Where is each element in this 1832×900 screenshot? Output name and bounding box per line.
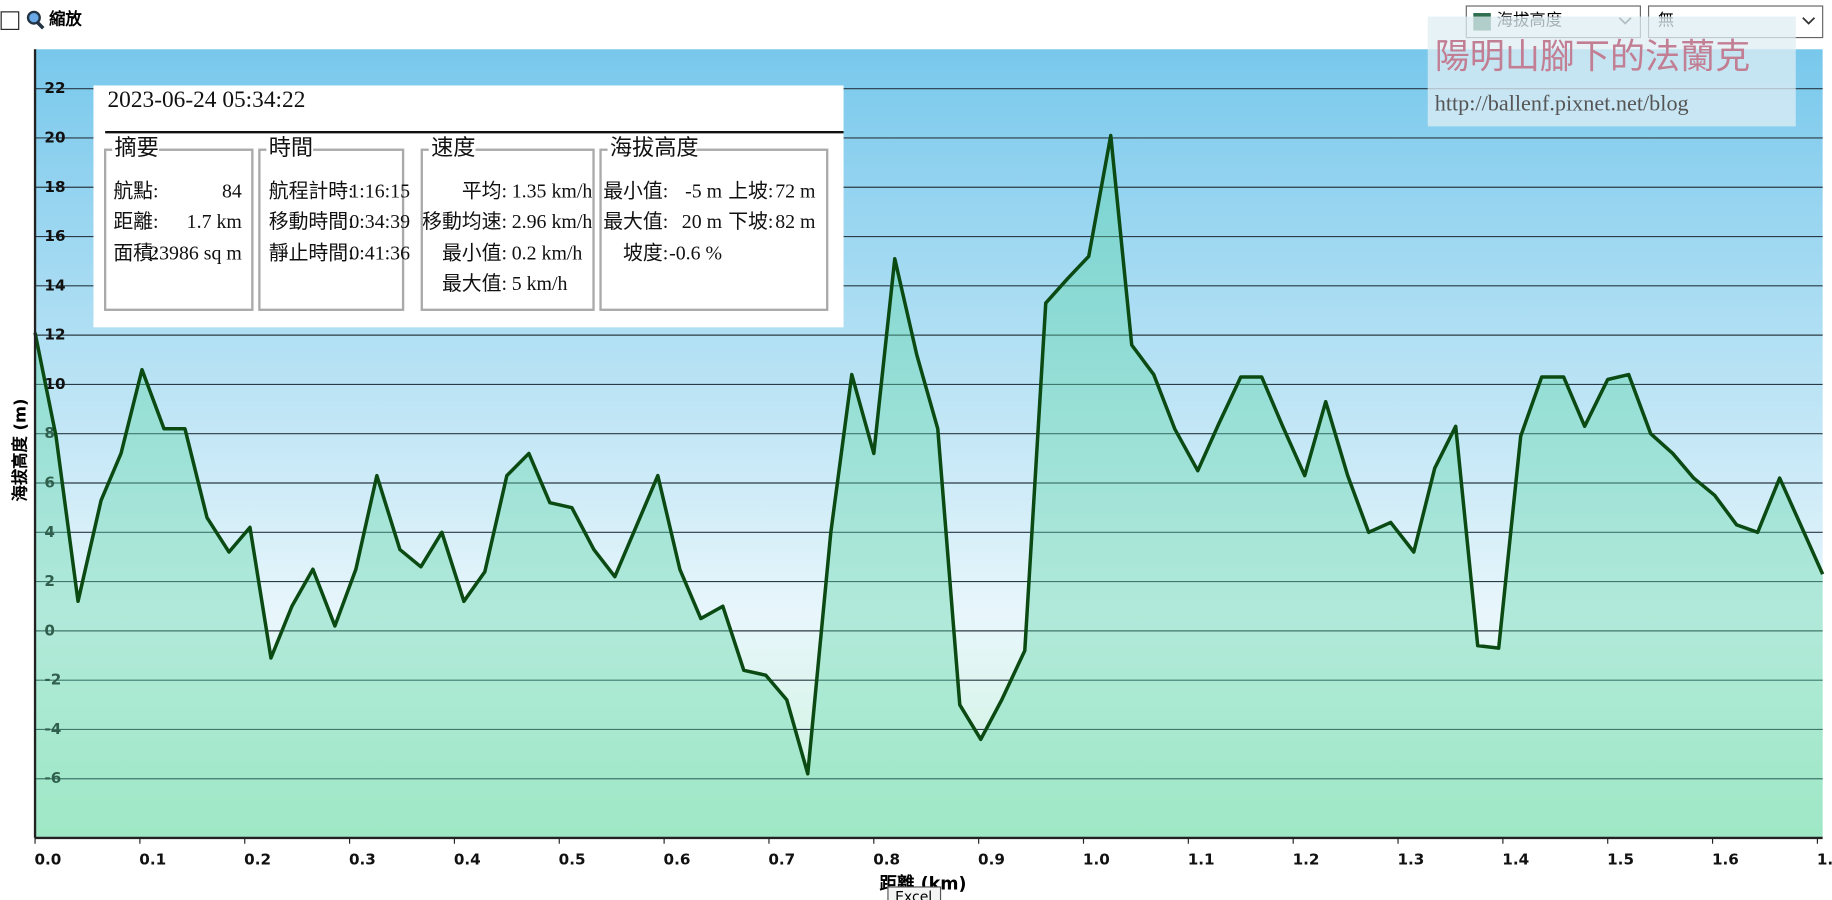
y-tick-label: 20	[44, 128, 65, 146]
y-axis-label: 海拔高度 (m)	[11, 398, 30, 501]
area-fill	[35, 135, 1823, 838]
zoom-icon	[26, 10, 45, 30]
y-tick-label: 12	[44, 326, 65, 344]
stat-value: -5 m	[685, 181, 723, 203]
y-tick-label: 2	[44, 572, 55, 590]
section-title-bg	[428, 138, 476, 162]
stat-value: 0:41:36	[349, 242, 410, 264]
x-tick-label: 1.6	[1712, 851, 1739, 869]
stat-value: 1.35 km/h	[512, 181, 593, 203]
stat-label: 最大值:	[603, 211, 668, 233]
x-tick-label: 0.9	[978, 851, 1005, 869]
stat-label: 距離:	[113, 211, 158, 233]
stat-value: 5 km/h	[512, 273, 568, 295]
stat-label: 面積:	[113, 242, 158, 264]
section-title-bg	[112, 138, 159, 162]
stat-label: 上坡:	[728, 181, 773, 203]
stat-value: 1.7 km	[187, 211, 243, 233]
stat-label: 移動時間:	[269, 211, 354, 233]
watermark-title: 陽明山腳下的法蘭克	[1435, 37, 1750, 78]
y-tick-label: 4	[44, 523, 55, 541]
x-tick-label: 0.1	[139, 851, 166, 869]
stat-label: 平均:	[462, 181, 507, 203]
y-tick-label: -2	[44, 671, 61, 689]
zoom-label[interactable]: 縮放	[49, 10, 82, 29]
timestamp: 2023-06-24 05:34:22	[107, 87, 305, 113]
x-tick-label: 1.7	[1817, 851, 1832, 869]
x-tick-label: 0.8	[873, 851, 900, 869]
stat-value: 20 m	[682, 211, 723, 233]
section-title: 時間	[269, 135, 313, 160]
x-tick-label: 1.0	[1083, 851, 1110, 869]
stat-value: 0.2 km/h	[512, 242, 583, 264]
x-tick-label: 0.4	[454, 851, 481, 869]
excel-button[interactable]	[887, 886, 942, 900]
watermark-url: http://ballenf.pixnet.net/blog	[1435, 90, 1689, 115]
stat-label: 航點:	[113, 181, 158, 203]
y-tick-label: 10	[44, 375, 65, 393]
stat-value: -0.6 %	[669, 242, 722, 264]
y-tick-label: 18	[44, 178, 65, 196]
y-tick-label: 6	[44, 474, 55, 492]
section-title-bg	[266, 138, 314, 162]
stat-value: 2.96 km/h	[512, 211, 593, 233]
stat-value: 82 m	[775, 211, 816, 233]
x-tick-label: 1.3	[1397, 851, 1424, 869]
x-tick-label: 1.2	[1293, 851, 1320, 869]
y-tick-label: 16	[44, 227, 65, 245]
stat-value: 1:16:15	[349, 181, 410, 203]
x-tick-label: 0.0	[34, 851, 61, 869]
stat-label: 最小值:	[442, 242, 507, 264]
stat-value: 0:34:39	[349, 211, 410, 233]
x-tick-label: 1.1	[1188, 851, 1215, 869]
x-tick-label: 1.5	[1607, 851, 1634, 869]
x-tick-label: 0.2	[244, 851, 271, 869]
x-tick-label: 0.5	[559, 851, 586, 869]
section-title: 速度	[431, 135, 475, 160]
y-tick-label: 22	[44, 79, 65, 97]
x-tick-label: 1.4	[1502, 851, 1529, 869]
x-tick-label: 0.6	[664, 851, 691, 869]
zoom-checkbox[interactable]	[0, 11, 20, 30]
stat-label: 最大值:	[442, 273, 507, 295]
x-tick-label: 0.3	[349, 851, 376, 869]
dropdown-arrow[interactable]	[1802, 17, 1816, 25]
section-box	[103, 148, 254, 311]
stat-label: 下坡:	[728, 211, 773, 233]
y-tick-label: 0	[44, 621, 55, 639]
y-tick-label: 14	[44, 276, 65, 294]
section-title: 海拔高度	[610, 135, 699, 160]
excel-button-label[interactable]: Excel	[895, 889, 932, 900]
section-title: 摘要	[114, 135, 158, 160]
stat-label: 靜止時間:	[269, 242, 354, 264]
y-tick-label: -4	[44, 720, 61, 738]
section-title-bg	[607, 138, 697, 162]
section-box	[599, 148, 829, 311]
stat-label: 坡度:	[623, 242, 668, 264]
stat-label: 最小值:	[603, 181, 668, 203]
x-tick-label: 0.7	[768, 851, 795, 869]
section-box	[420, 148, 595, 311]
stat-label: 移動均速:	[422, 211, 507, 233]
y-tick-label: 8	[44, 424, 55, 442]
stat-label: 航程計時:	[269, 181, 354, 203]
panel-background	[93, 85, 844, 328]
stat-value: 23986 sq m	[149, 242, 242, 264]
watermark-box	[1427, 16, 1796, 127]
stat-value: 84	[222, 181, 242, 203]
y-tick-label: -6	[44, 769, 61, 787]
stat-value: 72 m	[775, 181, 816, 203]
section-box	[258, 148, 405, 311]
elevation-line	[33, 133, 1825, 776]
